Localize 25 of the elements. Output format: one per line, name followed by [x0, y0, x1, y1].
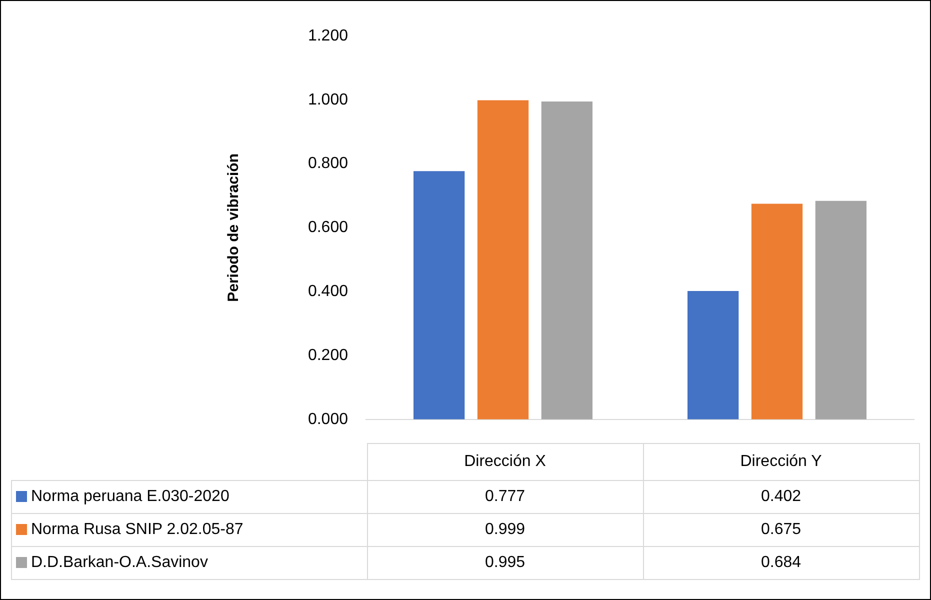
legend-label: D.D.Barkan-O.A.Savinov: [31, 554, 208, 571]
y-tick-label: 1.200: [308, 27, 348, 44]
bar: [815, 200, 867, 420]
data-label: 0.995: [367, 546, 643, 580]
y-tick-label: 0.000: [308, 410, 348, 428]
y-tick-label: 0.800: [308, 155, 348, 172]
x-tick-label: Dirección Y: [643, 444, 919, 480]
data-label: 0.684: [643, 546, 919, 580]
x-tick-label: Dirección X: [367, 444, 643, 480]
legend-label: Norma peruana E.030-2020: [31, 488, 230, 505]
y-tick-label: 1.000: [308, 91, 348, 108]
y-tick-label: 0.600: [308, 219, 348, 236]
bar: [541, 102, 593, 420]
data-label: 0.999: [367, 514, 643, 546]
data-label: 0.777: [367, 480, 643, 514]
bar: [687, 290, 739, 420]
y-tick-label: 0.200: [308, 346, 348, 364]
y-axis-title: Periodo de vibración: [225, 154, 242, 302]
bar: [413, 171, 465, 420]
data-label: 0.675: [643, 514, 919, 546]
y-tick-label: 0.400: [308, 283, 348, 300]
data-label: 0.402: [643, 480, 919, 514]
bar: [751, 204, 803, 420]
bar: [477, 100, 529, 420]
legend-label: Norma Rusa SNIP 2.02.05-87: [31, 521, 244, 538]
